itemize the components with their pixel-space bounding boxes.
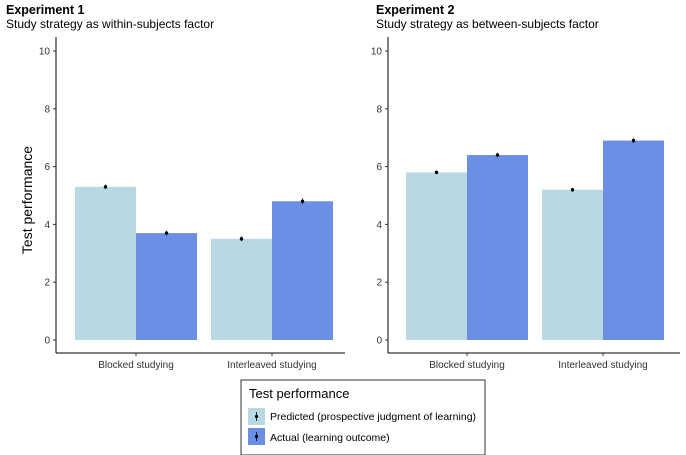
panel-1-title: Experiment 1 [6,3,85,17]
y-tick-label: 4 [376,220,382,231]
legend: Test performance Predicted (prospective … [240,379,486,455]
panel-1-subtitle: Study strategy as within-subjects factor [6,17,214,31]
x-tick-label: Interleaved studying [558,360,648,371]
data-point [631,138,636,143]
panel-1-plot: 0 2 4 6 8 10 Blocked studying Interleaved study… [39,37,345,371]
x-tick-label: Blocked studying [98,360,174,371]
panel-2-title: Experiment 2 [376,3,455,17]
data-point [164,231,169,235]
y-tick-label: 0 [376,336,382,347]
legend-point-predicted-icon [254,414,259,419]
y-tick-label: 2 [44,278,50,289]
x-tick-label: Interleaved studying [227,360,317,371]
y-tick-label: 10 [39,47,51,58]
panel-2-plot: 0 2 4 6 8 10 Blocked studying Interleaved study… [371,37,680,371]
bar [406,172,467,340]
y-tick-label: 10 [371,47,383,58]
legend-title: Test performance [249,386,349,401]
data-point [570,188,575,192]
y-tick-label: 6 [44,162,50,173]
bar [603,140,664,340]
y-tick-label: 2 [376,278,382,289]
y-tick-label: 4 [44,220,50,231]
bar [272,201,333,340]
y-tick-label: 8 [44,104,50,115]
legend-box [240,379,486,455]
legend-point-actual-icon [254,434,259,439]
panel-2-subtitle: Study strategy as between-subjects facto… [376,17,599,31]
data-point [239,237,244,241]
bar [211,238,272,340]
data-point [495,153,500,157]
bar [467,155,528,340]
legend-label-actual: Actual (learning outcome) [270,432,390,444]
legend-label-predicted: Predicted (prospective judgment of learn… [270,411,476,423]
data-point [300,199,305,203]
bar [136,233,197,340]
data-point [103,185,108,189]
bar [75,186,136,340]
y-tick-label: 8 [376,104,382,115]
x-tick-label: Blocked studying [429,360,505,371]
y-axis-label: Test performance [19,146,35,254]
y-tick-label: 6 [376,162,382,173]
bar [542,189,603,340]
y-tick-label: 0 [44,336,50,347]
data-point [434,170,439,175]
